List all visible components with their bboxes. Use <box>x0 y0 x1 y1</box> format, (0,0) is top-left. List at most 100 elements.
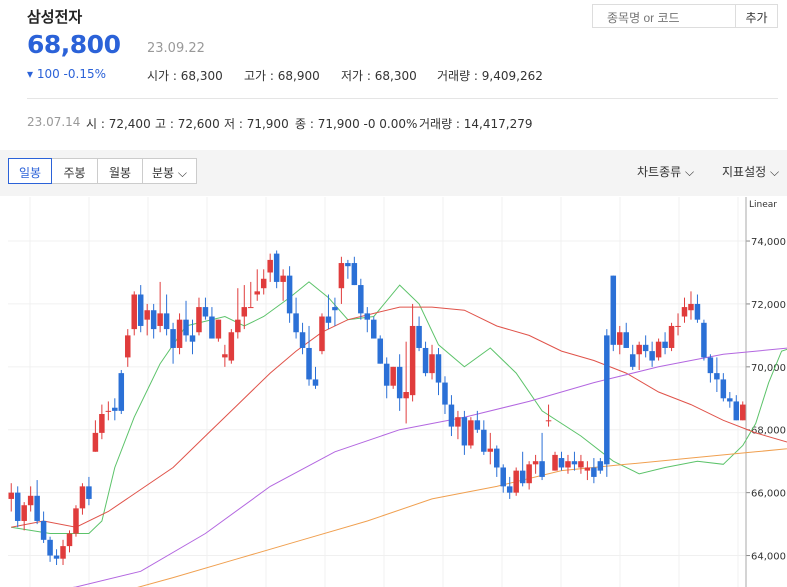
add-button[interactable]: 추가 <box>736 4 778 28</box>
candle-body <box>228 332 235 361</box>
candle-body <box>306 347 312 380</box>
candle-body <box>649 351 655 361</box>
candle-body <box>720 379 727 399</box>
candle-body <box>215 319 222 339</box>
candle-body <box>351 263 358 286</box>
candle-body <box>144 310 150 320</box>
candle-body <box>364 313 371 320</box>
candle-body <box>474 420 481 430</box>
candle-body <box>267 259 273 273</box>
candle-body <box>27 495 34 506</box>
candle-body <box>668 325 675 348</box>
candle-body <box>371 319 377 339</box>
candle-body <box>92 432 99 452</box>
history-close: 종 : 71,900 -0 0.00% <box>295 117 418 131</box>
candle-body <box>112 407 118 411</box>
candle-body <box>623 332 629 348</box>
tab-weekly[interactable]: 주봉 <box>51 158 98 184</box>
candle-body <box>325 316 332 323</box>
candle-body <box>105 410 112 412</box>
candle-body <box>714 373 720 380</box>
y-axis-tick-label: 70,000 <box>751 363 786 374</box>
candle-body <box>701 322 707 358</box>
candle-body <box>202 307 209 317</box>
candle-body <box>513 470 519 493</box>
candle-body <box>461 417 468 446</box>
candle-body <box>487 448 494 452</box>
candle-body <box>539 461 545 477</box>
moving-average-line <box>137 448 787 587</box>
candle-body <box>727 398 733 402</box>
price-date: 23.09.22 <box>147 41 205 56</box>
candle-body <box>448 404 455 427</box>
candle-body <box>66 533 73 547</box>
chart-type-menu[interactable]: 차트종류 ⌵ <box>637 165 695 179</box>
candle-body <box>591 467 597 477</box>
candle-body <box>40 520 47 540</box>
moving-average-line <box>11 281 787 534</box>
moving-average-line <box>11 306 787 528</box>
candle-body <box>435 354 442 383</box>
indicator-settings-menu[interactable]: 지표설정 ⌵ <box>722 165 780 179</box>
tab-minute[interactable]: 분봉 ⌵ <box>142 158 197 184</box>
y-axis-tick-label: 74,000 <box>751 237 786 248</box>
candle-body <box>500 467 506 487</box>
candle-body <box>617 332 623 345</box>
candle-body <box>481 429 487 452</box>
candle-body <box>222 354 228 358</box>
history-date: 23.07.14 <box>27 115 81 129</box>
candle-body <box>532 461 539 465</box>
high-price: 고가 : 68,900 <box>244 69 320 83</box>
candle-body <box>8 492 14 499</box>
low-price: 저가 : 68,300 <box>341 69 417 83</box>
candle-body <box>584 467 591 471</box>
candle-body <box>170 329 176 348</box>
candle-body <box>403 392 409 399</box>
candle-body <box>60 546 66 559</box>
candle-body <box>332 307 338 311</box>
candle-body <box>248 307 254 309</box>
candle-body <box>422 347 429 374</box>
candle-body <box>578 461 584 468</box>
candle-body <box>137 294 144 326</box>
search-input[interactable] <box>592 4 736 28</box>
candle-body <box>14 492 21 521</box>
candle-body <box>125 335 131 358</box>
candle-body <box>526 464 532 484</box>
candle-body <box>131 294 137 330</box>
stock-header: 삼성전자 68,800 23.09.22 ▾ 100 -0.15% 시가 : 6… <box>0 0 787 150</box>
candle-body <box>79 486 86 509</box>
moving-average-line <box>72 347 787 587</box>
tab-daily[interactable]: 일봉 <box>8 158 52 184</box>
candle-body <box>312 379 319 386</box>
y-axis-tick-label: 68,000 <box>751 426 786 437</box>
tab-monthly[interactable]: 월봉 <box>97 158 143 184</box>
candle-body <box>163 313 170 330</box>
candle-body <box>552 454 558 471</box>
candle-body <box>293 313 299 333</box>
candle-body <box>519 470 526 484</box>
candle-body <box>157 313 163 326</box>
candle-body <box>416 325 422 348</box>
candle-body <box>358 285 364 314</box>
candle-body <box>345 263 351 267</box>
candle-body <box>280 275 286 282</box>
history-low: 저 : 71,900 <box>224 117 289 131</box>
candle-body <box>429 354 435 374</box>
candle-body <box>189 335 196 342</box>
candle-body <box>694 303 701 320</box>
open-price: 시가 : 68,300 <box>147 69 223 83</box>
candle-body <box>655 341 662 358</box>
candle-body <box>99 414 105 433</box>
candle-body <box>196 307 202 333</box>
candle-body <box>260 278 267 289</box>
candle-body <box>629 354 636 367</box>
candle-body <box>47 539 53 556</box>
price-change: ▾ 100 -0.15% <box>27 67 107 81</box>
divider <box>27 98 778 99</box>
candle-body <box>241 307 248 317</box>
candle-body <box>273 253 280 282</box>
candle-body <box>21 505 27 521</box>
y-axis-tick-label: 66,000 <box>751 489 786 500</box>
candle-body <box>286 275 293 314</box>
